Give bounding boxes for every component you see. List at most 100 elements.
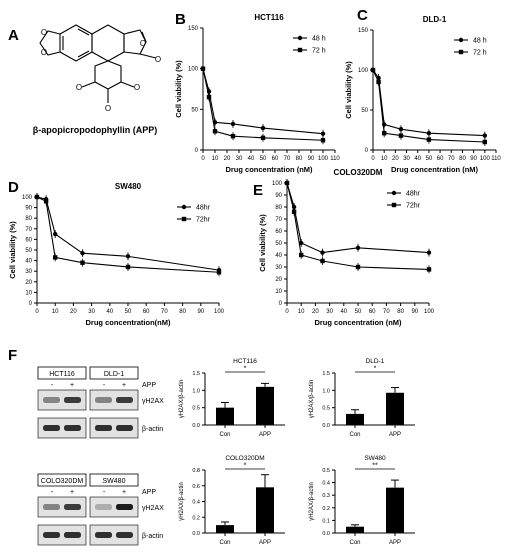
panel-label-c: C — [357, 7, 368, 24]
y-tick-label: 0.2 — [322, 506, 330, 512]
data-point-square — [299, 252, 304, 258]
data-point-square — [230, 133, 236, 139]
y-tick-label: 0.4 — [322, 481, 330, 487]
protein-band — [116, 504, 133, 510]
treatment-sign: + — [122, 489, 126, 496]
y-tick-label: 90 — [275, 193, 282, 199]
data-point-circle — [230, 121, 236, 127]
significance-marker: * — [244, 463, 247, 470]
x-tick-label: 60 — [369, 309, 376, 315]
blot-membrane — [37, 389, 87, 411]
x-tick-label: 50 — [355, 309, 362, 315]
panel-labels: A B C D E F — [8, 7, 368, 364]
x-tick-label: 0 — [285, 309, 289, 315]
y-axis-label: Cell viability (%) — [8, 221, 17, 279]
data-point-square — [398, 133, 404, 138]
legend-label: 72 h — [312, 48, 326, 55]
x-tick-label: 90 — [411, 309, 418, 315]
blot-membrane — [37, 524, 87, 546]
treatment-label: APP — [142, 382, 156, 389]
y-tick-label: 50 — [25, 248, 32, 254]
chart-title: COLO320DM — [225, 455, 264, 462]
x-tick-label: 30 — [236, 156, 243, 162]
y-tick-label: 0 — [279, 301, 283, 307]
bar-chart-sw480: 0.0 0.1 0.2 0.3 0.4 0.5 SW480 γH2AX/β-actin Con A… — [309, 455, 415, 546]
data-point-circle — [482, 133, 488, 138]
x-tick-label: 80 — [179, 309, 186, 315]
y-tick-label: 30 — [25, 269, 32, 275]
x-tick-label: 80 — [397, 309, 404, 315]
x-tick-label: 90 — [470, 156, 477, 162]
cell-line-label: COLO320DM — [41, 478, 84, 485]
y-tick-label: 40 — [25, 259, 32, 265]
y-tick-label: 10 — [25, 290, 32, 296]
significance-marker: * — [244, 366, 247, 373]
x-tick-label: 50 — [125, 309, 132, 315]
data-point-square — [34, 194, 40, 200]
x-tick-label: APP — [389, 540, 401, 546]
chart-title: COLO320DM — [334, 168, 383, 177]
chart-title: HCT116 — [233, 358, 257, 365]
blot-membrane — [89, 417, 139, 439]
legend-label: 72hr — [406, 203, 421, 210]
x-tick-label: APP — [389, 432, 401, 438]
band-label-actin: β-actin — [142, 426, 163, 433]
cell-line-label-box — [37, 366, 87, 380]
data-point-circle — [426, 250, 432, 255]
x-tick-label: 100 — [424, 309, 435, 315]
x-tick-label: Con — [349, 540, 360, 546]
y-tick-label: 0.1 — [322, 518, 330, 524]
y-tick-label: 100 — [272, 181, 283, 187]
chart-title: SW480 — [115, 182, 142, 191]
x-tick-label: Con — [219, 432, 230, 438]
y-tick-label: 1.0 — [192, 388, 200, 394]
protein-band — [116, 425, 133, 431]
y-tick-label: 150 — [358, 28, 369, 34]
protein-band — [43, 504, 60, 510]
compound-structure — [39, 24, 157, 103]
protein-band — [64, 504, 81, 510]
legend-marker-circle — [391, 190, 397, 196]
protein-band — [95, 425, 112, 431]
x-tick-label: 10 — [52, 309, 59, 315]
cell-line-label: HCT116 — [49, 371, 75, 378]
bar-chart-colo320dm: 0.0 0.2 0.4 0.6 0.8 COLO320DM γH2AX/β-actin Con… — [179, 455, 285, 546]
data-point-square — [355, 264, 361, 270]
data-point-square — [43, 199, 49, 204]
y-tick-label: 30 — [275, 265, 282, 271]
protein-band — [43, 532, 60, 538]
x-tick-label: 20 — [70, 309, 77, 315]
y-tick-label: 80 — [275, 205, 282, 211]
y-tick-label: 1.5 — [192, 371, 200, 377]
x-tick-label: 70 — [448, 156, 455, 162]
legend-label: 48hr — [406, 191, 421, 198]
x-tick-label: 60 — [437, 156, 444, 162]
blot-membrane — [89, 389, 139, 411]
y-tick-label: 0.6 — [192, 484, 200, 490]
bar-con — [346, 526, 364, 533]
data-point-circle — [125, 254, 131, 259]
y-tick-label: 50 — [191, 107, 198, 113]
data-point-square — [200, 66, 206, 71]
y-tick-label: 70 — [25, 227, 32, 233]
legend-marker-square — [297, 47, 303, 53]
treatment-sign: + — [122, 382, 126, 389]
x-tick-label: 110 — [330, 156, 340, 162]
y-tick-label: 60 — [25, 237, 32, 243]
data-point-circle — [299, 240, 304, 246]
protein-band — [116, 532, 133, 538]
series-line-2 — [286, 182, 430, 270]
y-tick-label: 1.5 — [322, 371, 330, 377]
panel-label-b: B — [175, 11, 186, 28]
data-point-circle — [355, 245, 361, 250]
bar-app — [386, 392, 404, 425]
data-point-square — [426, 137, 432, 142]
y-axis-label: γH2AX/β-actin — [179, 482, 185, 520]
cell-line-label-box — [89, 366, 139, 380]
legend-marker-circle — [458, 37, 464, 43]
svg-text:O: O — [76, 83, 82, 92]
y-tick-label: 0.0 — [192, 423, 200, 429]
cell-line-label-box — [89, 473, 139, 487]
chart-sw480-viability: 0 10 20 30 40 50 60 70 80 90 100 0 10 20 30 40 50 60 70 80 9… — [8, 182, 225, 327]
